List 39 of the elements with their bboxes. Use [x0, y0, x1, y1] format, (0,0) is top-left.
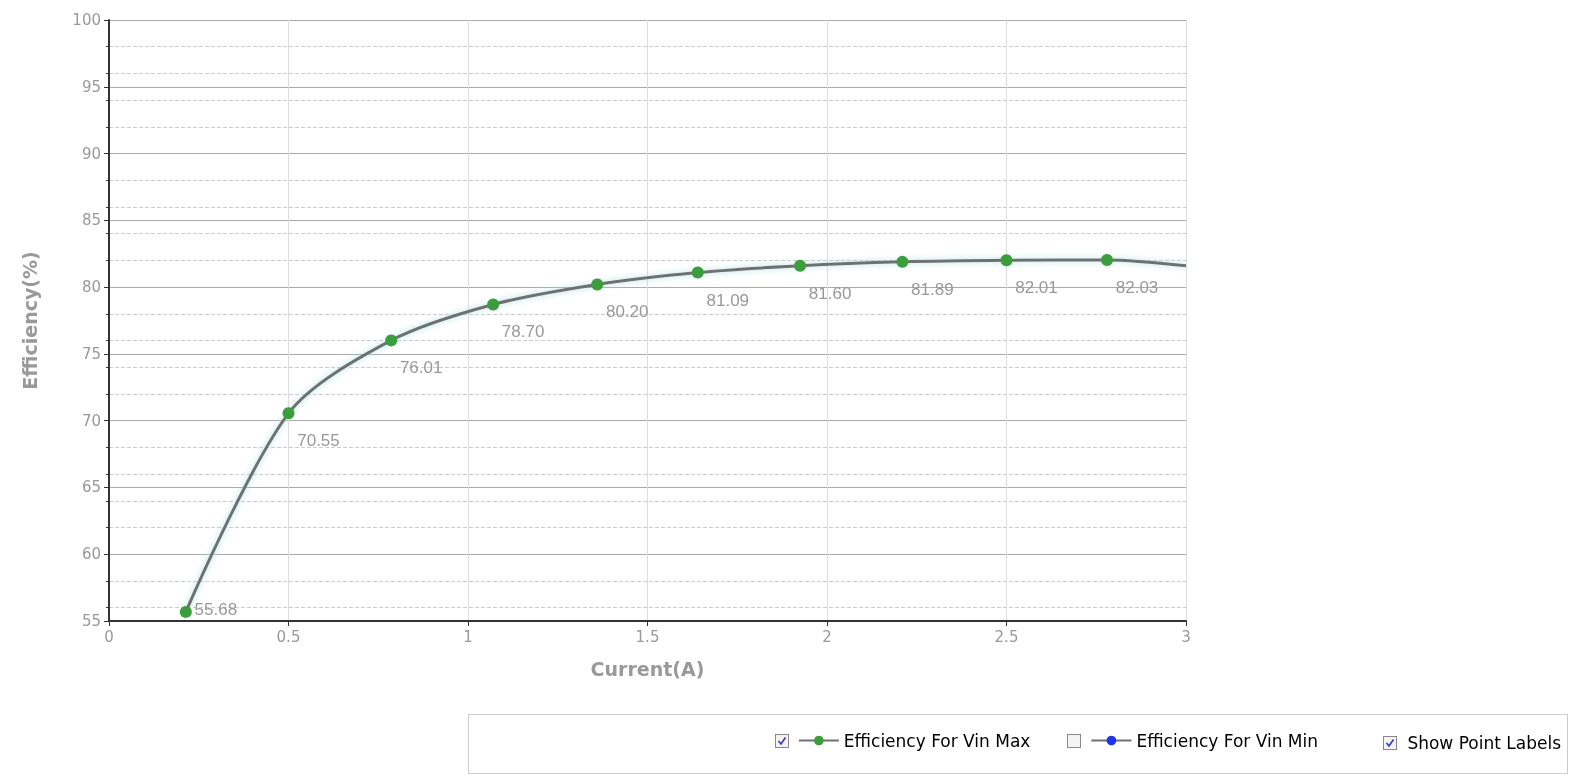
y-tick-label: 60: [81, 545, 101, 564]
y-tick-label: 75: [81, 344, 101, 363]
y-tick-label: 100: [72, 11, 101, 29]
y-tick-label: 80: [81, 278, 101, 297]
y-tick-label: 65: [81, 478, 101, 497]
legend-label: Efficiency For Vin Min: [1136, 730, 1319, 751]
x-tick-label: 0: [104, 627, 114, 646]
point: [896, 255, 909, 268]
point: [282, 407, 295, 420]
point: [179, 605, 192, 618]
x-tick-label: 0.5: [276, 627, 301, 646]
point: [691, 266, 704, 279]
text: Show Point Labels: [1407, 733, 1561, 753]
x-tick-label: 1.5: [635, 627, 660, 646]
y-tick-label: 90: [81, 144, 101, 163]
point: [1000, 254, 1013, 267]
x-tick-label: 2.5: [994, 627, 1019, 646]
y-tick-label: 70: [81, 411, 101, 430]
x-axis-title: Current(A): [590, 657, 705, 680]
point: [591, 278, 604, 291]
data-label: 81.60: [808, 283, 852, 303]
point: [1101, 254, 1114, 266]
y-tick-label: 95: [81, 77, 101, 96]
data-label: 80.20: [605, 302, 649, 322]
data-label: 55.68: [194, 599, 238, 619]
x-tick-label: 2: [822, 627, 832, 646]
point: [385, 334, 398, 347]
y-tick-label: 55: [81, 612, 101, 630]
data-label: 76.01: [399, 358, 443, 378]
x-tick-label: 1: [463, 627, 473, 646]
data-label: 81.09: [706, 290, 750, 310]
point: [794, 259, 807, 272]
y-axis-title: Efficiency(%): [18, 251, 41, 390]
y-tick-label: 85: [81, 211, 101, 230]
point: [487, 298, 500, 311]
x-tick-label: 3: [1181, 627, 1191, 646]
data-label: 70.55: [297, 431, 340, 451]
data-label: 78.70: [501, 322, 545, 342]
legend-label: Efficiency For Vin Max: [843, 730, 1031, 751]
